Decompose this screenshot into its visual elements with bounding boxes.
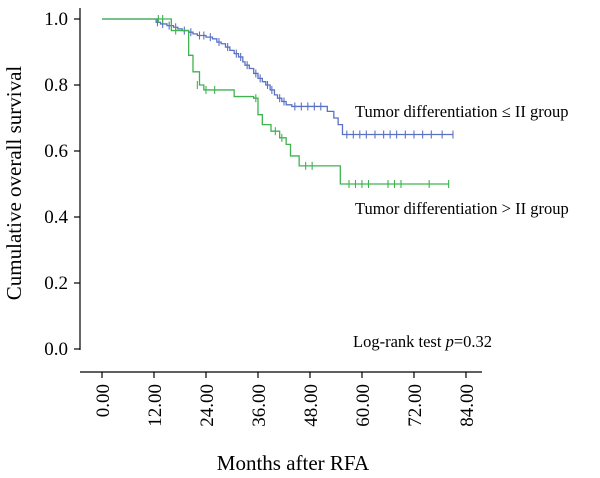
x-tick-label: 36.00 [249,384,270,427]
x-tick-label: 12.00 [145,384,166,427]
series-label-le-ii: Tumor differentiation ≤ II group [355,102,568,121]
y-tick-label: 0.8 [44,75,68,96]
logrank-prefix: Log-rank test [353,332,446,351]
logrank-p-symbol: p [445,332,454,351]
x-tick-label: 84.00 [457,384,478,427]
logrank-annotation: Log-rank test p=0.32 [353,332,492,351]
x-tick-label: 60.00 [353,384,374,427]
y-axis-title: Cumulative overall survival [2,66,26,301]
x-tick-label: 72.00 [405,384,426,427]
y-tick-label: 1.0 [44,9,68,30]
plot-area [102,15,454,188]
y-tick-label: 0.2 [44,273,68,294]
x-axis-title: Months after RFA [217,451,370,475]
axes: 0.0 0.2 0.4 0.6 0.8 1.0 0.00 12.00 24.00 36.00 48.… [44,8,482,427]
survival-curve-series-1 [102,18,449,185]
x-tick-label: 0.00 [93,384,114,417]
series-label-gt-ii: Tumor differentiation > II group [355,199,569,218]
x-tick-label: 24.00 [197,384,218,427]
y-tick-label: 0.6 [44,141,68,162]
y-tick-label: 0.4 [44,207,68,228]
x-tick-label: 48.00 [301,384,322,427]
y-tick-label: 0.0 [44,339,68,360]
logrank-p-value: =0.32 [454,332,492,351]
